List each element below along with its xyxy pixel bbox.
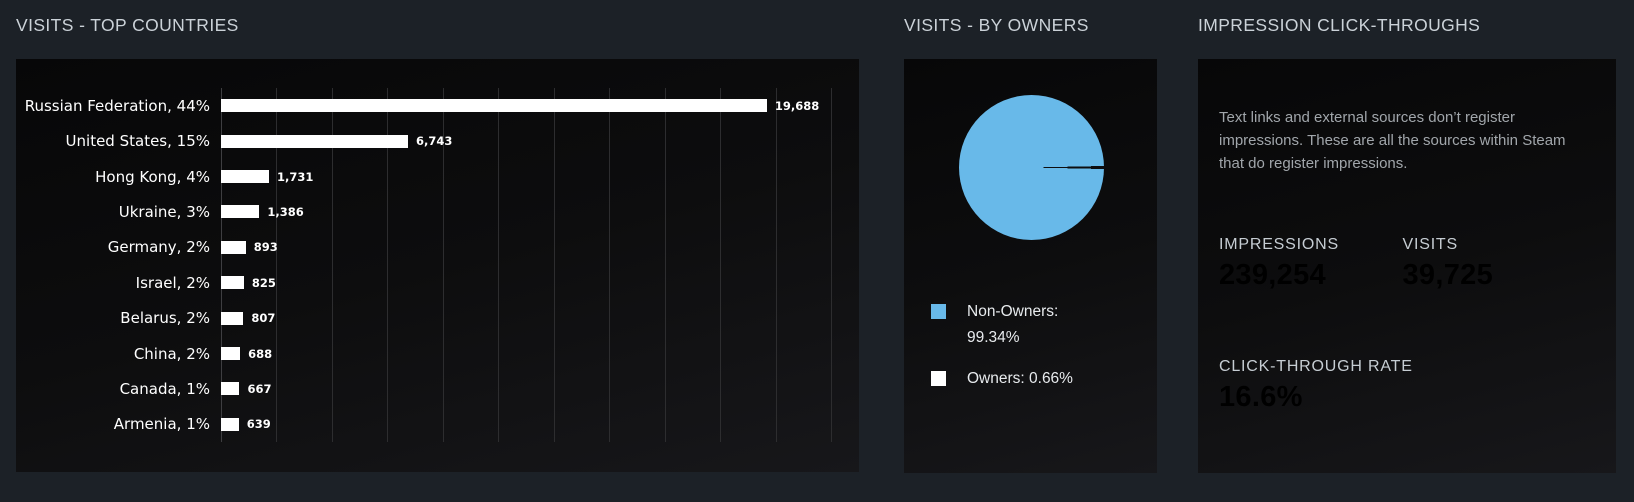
bar-value-label: 688 xyxy=(248,346,273,361)
owners-swatch-icon xyxy=(931,371,946,386)
bar-row: 639 xyxy=(221,407,831,442)
bar-category-label: Belarus, 2% xyxy=(120,309,210,328)
by-owners-section: VISITS - BY OWNERS Non-Owners: 99.34% Ow… xyxy=(904,0,1157,473)
bar-value-label: 6,743 xyxy=(415,134,453,149)
bar-value-label: 667 xyxy=(247,381,272,396)
gridline xyxy=(720,88,722,442)
top-countries-title: VISITS - TOP COUNTRIES xyxy=(16,15,239,35)
bar xyxy=(221,382,240,396)
impressions-section: IMPRESSION CLICK-THROUGHS Text links and… xyxy=(1198,0,1616,473)
click-through-rate-stat: CLICK-THROUGH RATE 16.6% xyxy=(1219,358,1586,414)
gridline xyxy=(831,88,832,442)
bar-category-label: Israel, 2% xyxy=(135,273,210,292)
bar-row: 19,688 xyxy=(221,88,831,123)
gridline xyxy=(553,88,555,442)
impressions-panel: Text links and external sources don’t re… xyxy=(1198,59,1616,473)
legend-item-owners: Owners: 0.66% xyxy=(931,366,1147,392)
bar xyxy=(221,240,246,254)
impressions-stat-value: 239,254 xyxy=(1219,259,1326,291)
bar-value-label: 1,731 xyxy=(276,169,314,184)
stats-row: IMPRESSIONS 239,254 VISITS 39,725 xyxy=(1219,236,1586,292)
bar xyxy=(221,134,408,148)
bar xyxy=(221,276,244,290)
visits-stat: VISITS 39,725 xyxy=(1403,236,1587,292)
bar-category-label: Hong Kong, 4% xyxy=(95,167,210,186)
impressions-description: Text links and external sources don’t re… xyxy=(1219,109,1566,172)
ctr-stat-label: CLICK-THROUGH RATE xyxy=(1219,358,1413,375)
bar-category-label: Ukraine, 3% xyxy=(118,202,210,221)
by-owners-title: VISITS - BY OWNERS xyxy=(904,15,1089,35)
bar-row: 667 xyxy=(221,371,831,406)
visits-stat-label: VISITS xyxy=(1402,236,1458,253)
bar-value-label: 1,386 xyxy=(267,204,304,219)
impressions-title: IMPRESSION CLICK-THROUGHS xyxy=(1198,15,1481,35)
bar-rows: 19,688 6,743 1,731 1,386 893 825 807 688 667 639 xyxy=(221,88,831,442)
non-owners-swatch-icon xyxy=(931,304,946,319)
bar-row: 1,386 xyxy=(221,194,831,229)
bar-category-label: Russian Federation, 44% xyxy=(24,96,210,115)
gridline xyxy=(775,88,777,442)
impressions-stat: IMPRESSIONS 239,254 xyxy=(1219,236,1403,292)
bar-row: 1,731 xyxy=(221,159,831,194)
gridline xyxy=(442,88,444,442)
by-owners-chart-panel: Non-Owners: 99.34% Owners: 0.66% xyxy=(904,59,1157,473)
gridline xyxy=(664,88,666,442)
bar xyxy=(221,417,239,431)
bar xyxy=(221,170,269,184)
bar-category-label: Germany, 2% xyxy=(107,238,210,257)
bar-row: 893 xyxy=(221,230,831,265)
bar-category-label: Canada, 1% xyxy=(119,379,210,398)
bar-value-label: 19,688 xyxy=(774,98,820,113)
bar xyxy=(221,311,244,325)
bar-category-label: China, 2% xyxy=(133,344,210,363)
bar xyxy=(221,347,241,361)
ctr-stat-value: 16.6% xyxy=(1219,381,1303,413)
visits-stat-value: 39,725 xyxy=(1402,259,1493,291)
bar-labels-column: Russian Federation, 44% United States, 15… xyxy=(16,88,221,442)
legend-label: Non-Owners: 99.34% xyxy=(967,303,1059,346)
bar-row: 688 xyxy=(221,336,831,371)
impressions-stat-label: IMPRESSIONS xyxy=(1219,236,1339,253)
gridline xyxy=(609,88,611,442)
bar-category-label: United States, 15% xyxy=(65,132,210,151)
bar-value-label: 807 xyxy=(251,311,276,326)
legend-item-non-owners: Non-Owners: 99.34% xyxy=(931,299,1147,351)
owners-pie-chart xyxy=(958,95,1104,240)
bar-category-label: Armenia, 1% xyxy=(113,415,210,434)
countries-bar-chart: Russian Federation, 44% United States, 15… xyxy=(16,88,832,442)
pie-legend: Non-Owners: 99.34% Owners: 0.66% xyxy=(931,299,1147,392)
bar xyxy=(221,205,260,219)
y-axis-line xyxy=(221,88,222,442)
bar-value-label: 825 xyxy=(251,275,276,290)
legend-label: Owners: 0.66% xyxy=(967,370,1073,387)
gridline xyxy=(387,88,389,442)
top-countries-chart-panel: Russian Federation, 44% United States, 15… xyxy=(16,59,859,472)
gridline xyxy=(331,88,333,442)
gridline xyxy=(276,88,278,442)
top-countries-section: VISITS - TOP COUNTRIES Russian Federatio… xyxy=(16,0,859,473)
bar-row: 6,743 xyxy=(221,123,831,158)
bar-value-label: 893 xyxy=(253,240,278,255)
bar-row: 825 xyxy=(221,265,831,300)
bar-plot-area: 19,688 6,743 1,731 1,386 893 825 807 688 667 639 xyxy=(221,88,832,442)
bar-row: 807 xyxy=(221,300,831,335)
bar-value-label: 639 xyxy=(246,417,271,432)
bar xyxy=(221,99,767,113)
gridline xyxy=(498,88,500,442)
